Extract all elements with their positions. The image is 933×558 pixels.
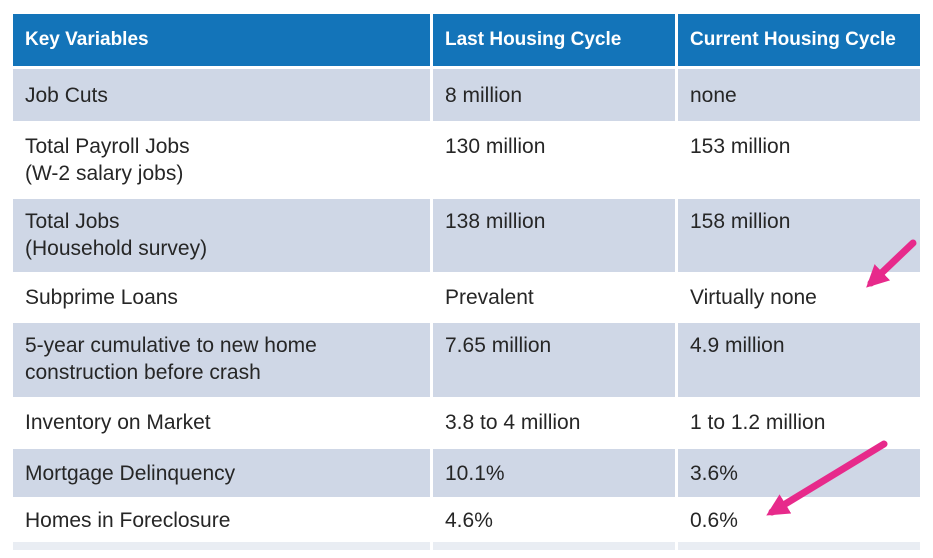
- table-row-5-year-cumulative: 5-year cumulative to new home constructi…: [13, 323, 920, 397]
- housing-cycle-comparison-table: Key Variables Last Housing Cycle Current…: [13, 14, 920, 551]
- table-bottom-edge: [13, 542, 920, 551]
- cell-current-cycle: 0.6%: [678, 500, 920, 540]
- cell-variable: Mortgage Delinquency: [13, 449, 430, 497]
- cell-last-cycle: 130 million: [433, 124, 675, 196]
- cell-variable: Job Cuts: [13, 69, 430, 121]
- table-row-total-jobs: Total Jobs (Household survey) 138 millio…: [13, 199, 920, 272]
- table-header-row: Key Variables Last Housing Cycle Current…: [13, 14, 920, 66]
- cell-variable: Inventory on Market: [13, 400, 430, 446]
- table-row-total-payroll-jobs: Total Payroll Jobs (W-2 salary jobs) 130…: [13, 124, 920, 196]
- cell-current-cycle: 1 to 1.2 million: [678, 400, 920, 446]
- cell-variable: Subprime Loans: [13, 275, 430, 320]
- cell-variable: Homes in Foreclosure: [13, 500, 430, 540]
- cell-current-cycle: 3.6%: [678, 449, 920, 497]
- cell-current-cycle: 153 million: [678, 124, 920, 196]
- cell-last-cycle: 4.6%: [433, 500, 675, 540]
- column-header-current-housing-cycle: Current Housing Cycle: [678, 14, 920, 66]
- column-header-last-housing-cycle: Last Housing Cycle: [433, 14, 675, 66]
- cell-variable: Total Jobs (Household survey): [13, 199, 430, 272]
- bottom-edge-cell: [678, 542, 920, 551]
- cell-last-cycle: 3.8 to 4 million: [433, 400, 675, 446]
- column-header-key-variables: Key Variables: [13, 14, 430, 66]
- cell-current-cycle: 158 million: [678, 199, 920, 272]
- cell-last-cycle: 8 million: [433, 69, 675, 121]
- table-row-job-cuts: Job Cuts 8 million none: [13, 69, 920, 121]
- cell-last-cycle: 7.65 million: [433, 323, 675, 397]
- cell-current-cycle: Virtually none: [678, 275, 920, 320]
- table-row-mortgage-delinquency: Mortgage Delinquency 10.1% 3.6%: [13, 449, 920, 497]
- cell-last-cycle: 10.1%: [433, 449, 675, 497]
- cell-current-cycle: none: [678, 69, 920, 121]
- cell-variable: 5-year cumulative to new home constructi…: [13, 323, 430, 397]
- cell-current-cycle: 4.9 million: [678, 323, 920, 397]
- cell-variable: Total Payroll Jobs (W-2 salary jobs): [13, 124, 430, 196]
- table-row-inventory-on-market: Inventory on Market 3.8 to 4 million 1 t…: [13, 400, 920, 446]
- table-row-homes-in-foreclosure: Homes in Foreclosure 4.6% 0.6%: [13, 500, 920, 540]
- table-row-subprime-loans: Subprime Loans Prevalent Virtually none: [13, 275, 920, 320]
- bottom-edge-cell: [433, 542, 675, 551]
- cell-last-cycle: 138 million: [433, 199, 675, 272]
- bottom-edge-cell: [13, 542, 430, 551]
- cell-last-cycle: Prevalent: [433, 275, 675, 320]
